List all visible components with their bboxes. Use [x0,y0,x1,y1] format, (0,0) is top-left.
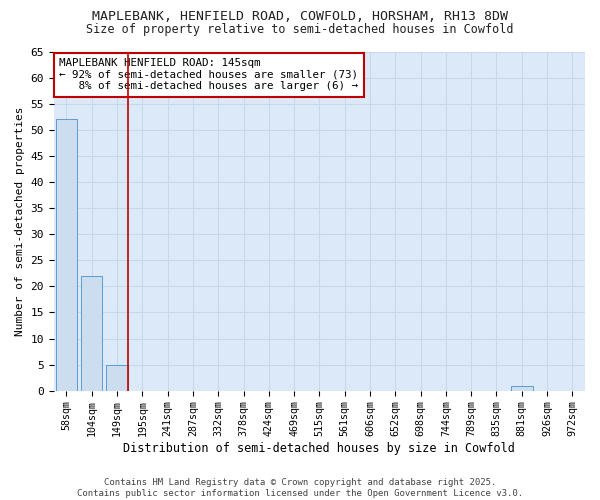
Text: Contains HM Land Registry data © Crown copyright and database right 2025.
Contai: Contains HM Land Registry data © Crown c… [77,478,523,498]
Y-axis label: Number of semi-detached properties: Number of semi-detached properties [15,106,25,336]
Text: MAPLEBANK, HENFIELD ROAD, COWFOLD, HORSHAM, RH13 8DW: MAPLEBANK, HENFIELD ROAD, COWFOLD, HORSH… [92,10,508,23]
X-axis label: Distribution of semi-detached houses by size in Cowfold: Distribution of semi-detached houses by … [124,442,515,455]
Bar [106,364,128,390]
Text: Size of property relative to semi-detached houses in Cowfold: Size of property relative to semi-detach… [86,22,514,36]
Bar [56,120,77,390]
Text: MAPLEBANK HENFIELD ROAD: 145sqm
← 92% of semi-detached houses are smaller (73)
 : MAPLEBANK HENFIELD ROAD: 145sqm ← 92% of… [59,58,358,92]
Bar [511,386,533,390]
Bar [81,276,103,390]
